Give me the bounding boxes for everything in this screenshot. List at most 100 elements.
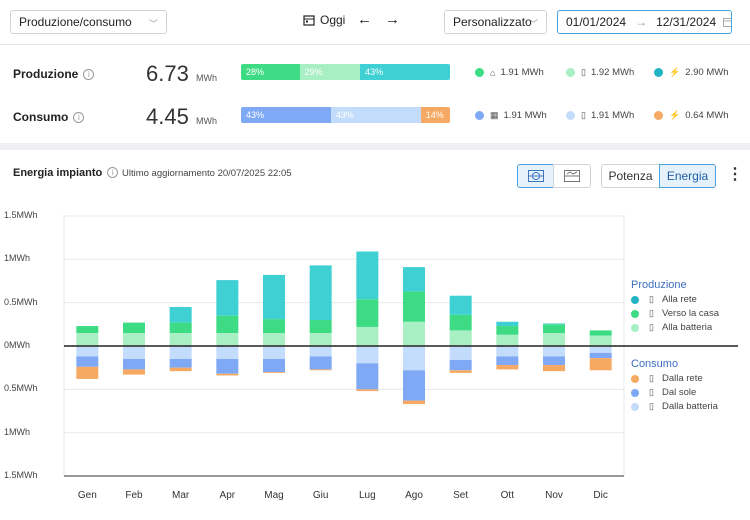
chart-view-button[interactable] [517,164,554,188]
bar-alla-batteria [496,334,519,346]
view-select-value: Produzione/consumo [19,15,132,29]
bar-alla-batteria [169,332,192,346]
plant-title: Energia impianto i [13,167,119,179]
bar-dal-sole [496,356,519,366]
bar-dalla-rete [543,365,565,372]
bar-dalla-batteria [263,346,285,360]
bar-dalla-rete [123,369,145,375]
production-label: Produzione i [13,67,95,81]
x-tick-label: Mag [264,490,284,501]
legend-value: 1.91 MWh [503,110,547,121]
bar-alla-batteria [543,332,565,346]
arrow-right-icon: → [385,11,400,28]
date-to[interactable]: 12/31/2024 [656,15,717,29]
y-tick-label: 1.5MWh [4,470,38,481]
period-select-value: Personalizzato [453,15,532,29]
info-icon[interactable]: i [73,112,85,123]
date-from[interactable]: 01/01/2024 [566,15,627,29]
plant-energy-panel: Energia impianto i Ultimo aggiornamento 2… [0,150,750,520]
y-tick-label: 0.5MWh [4,296,38,307]
bar-dal-sole [169,359,192,368]
legend-label: Dal sole [661,387,697,398]
bar-dal-sole [543,356,565,366]
bar-dalla-rete [589,358,612,371]
bar-alla-rete [496,321,519,327]
chart-view-icon [527,170,544,182]
bar-dal-sole [309,356,332,370]
legend-dot [566,68,575,77]
consumption-segment-0: 43% [241,107,331,123]
date-range-arrow: → [635,15,648,29]
next-period-button[interactable]: → [385,11,400,28]
bar-verso-la-casa [216,315,239,333]
legend-dot [654,111,663,120]
grid-tower-icon: ⚡ [669,110,681,120]
bar-dalla-batteria [496,346,519,357]
x-tick-label: Ago [405,490,423,501]
bar-alla-rete [356,251,379,300]
x-tick-label: Mar [172,490,190,501]
divider [0,44,750,45]
bar-verso-la-casa [169,322,192,333]
consumption-legend-entry[interactable]: ▯ Dal sole [631,387,696,398]
bar-dal-sole [123,359,145,370]
bar-alla-batteria [403,321,425,346]
y-tick-label: 1.5MWh [4,209,38,220]
prev-period-button[interactable]: ← [357,11,372,28]
legend-value: 1.91 MWh [590,110,635,121]
bar-dalla-batteria [449,346,472,360]
consumption-segment-1: 43% [330,107,421,123]
production-legend-entry[interactable]: ▯ Alla batteria [631,322,712,333]
house-icon: ⌂ [490,67,496,78]
bar-verso-la-casa [403,291,425,322]
bar-verso-la-casa [76,326,99,333]
bar-alla-rete [543,323,565,325]
bar-dalla-batteria [589,346,612,353]
production-legend-entry[interactable]: ▯ Alla rete [631,294,697,305]
bar-alla-batteria [309,332,332,346]
info-icon[interactable]: i [107,167,119,178]
x-tick-label: Set [453,490,469,501]
table-view-button[interactable] [553,164,591,188]
x-tick-label: Lug [358,490,376,501]
production-legend-item: ▯ 1.92 MWh [566,67,634,78]
bar-dal-sole [449,359,472,371]
energia-tab[interactable]: Energia [659,164,716,188]
calendar-icon[interactable] [723,17,731,27]
view-select[interactable]: Produzione/consumo ﹀ [10,10,167,34]
x-tick-label: Feb [125,490,143,501]
bar-alla-batteria [356,326,379,346]
consumption-legend-entry[interactable]: ▯ Dalla rete [631,373,703,384]
production-legend-entry[interactable]: ▯ Verso la casa [631,308,719,319]
period-select[interactable]: Personalizzato ﹀ [444,10,547,34]
info-icon[interactable]: i [83,69,95,80]
legend-dot [566,111,575,120]
bar-dal-sole [403,370,425,401]
legend-dot [475,111,484,120]
bar-dalla-rete [169,367,192,372]
grid-tower-icon: ⚡ [669,67,681,77]
x-tick-label: Gen [77,490,97,501]
bar-dalla-rete [496,365,519,370]
date-range-picker[interactable]: 01/01/2024 → 12/31/2024 [557,10,732,34]
bar-alla-batteria [589,335,612,346]
legend-dot [631,309,639,318]
today-label: Oggi [320,13,346,27]
more-menu-button[interactable]: ⋮ [727,166,743,184]
bar-alla-batteria [263,332,285,346]
legend-production-title: Produzione [631,279,687,291]
today-button[interactable]: Oggi [303,13,345,27]
x-tick-label: Dic [593,490,608,501]
consumption-legend-entry[interactable]: ▯ Dalla batteria [631,401,718,412]
consumption-legend-item: ▦ 1.91 MWh [475,110,547,121]
bar-alla-rete [216,280,239,316]
bar-dalla-rete [309,369,332,371]
legend-consumption-title: Consumo [631,358,679,370]
last-update: Ultimo aggiornamento 20/07/2025 22:05 [122,168,292,179]
consumption-legend-item: ▯ 1.91 MWh [566,110,634,121]
legend-glyph-icon: ▯ [649,401,654,411]
bar-alla-batteria [123,332,145,346]
bar-dalla-batteria [123,346,145,360]
bar-alla-batteria [216,332,239,346]
consumption-segment-2: 14% [420,107,450,123]
